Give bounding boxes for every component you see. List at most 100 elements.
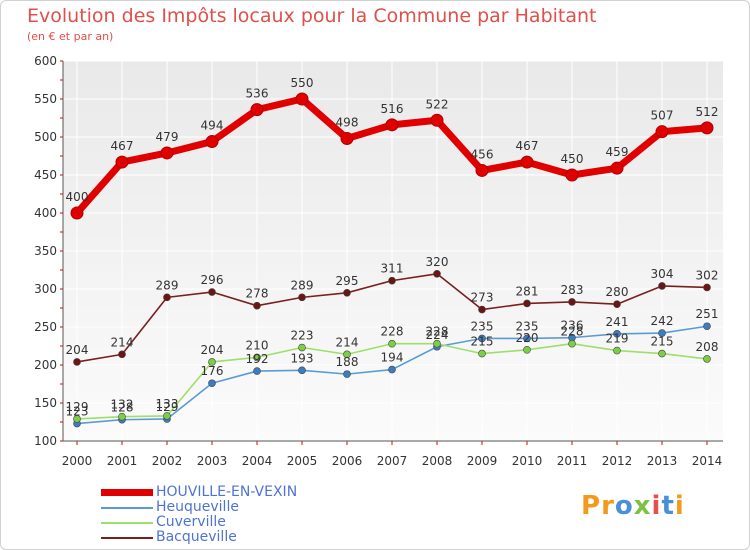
data-label-houville-en-vexin: 498: [336, 116, 359, 130]
data-label-bacqueville: 289: [291, 278, 314, 292]
data-label-bacqueville: 278: [246, 287, 269, 301]
data-label-heuqueville: 251: [696, 307, 719, 321]
data-label-cuverville: 228: [381, 325, 404, 339]
data-label-heuqueville: 194: [381, 351, 404, 365]
legend-swatch: [101, 537, 153, 539]
x-tick-label: 2012: [602, 454, 633, 468]
data-point-bacqueville: [208, 288, 216, 296]
data-point-heuqueville: [613, 330, 621, 338]
x-tick-label: 2001: [107, 454, 138, 468]
data-point-cuverville: [478, 349, 486, 358]
data-label-bacqueville: 311: [381, 262, 404, 276]
data-label-bacqueville: 289: [156, 278, 179, 292]
y-tick-label: 250: [34, 320, 57, 334]
legend-label: Heuqueville: [156, 499, 239, 515]
data-point-bacqueville: [658, 282, 666, 290]
logo-letter: o: [614, 491, 634, 521]
data-point-cuverville: [523, 345, 531, 354]
data-label-cuverville: 129: [66, 400, 89, 414]
data-point-houville-en-vexin: [70, 206, 84, 220]
legend-swatch: [101, 489, 153, 496]
legend-label: Bacqueville: [156, 529, 237, 545]
data-label-heuqueville: 193: [291, 351, 314, 365]
data-label-houville-en-vexin: 536: [246, 87, 269, 101]
data-point-heuqueville: [388, 365, 396, 374]
data-point-bacqueville: [253, 301, 261, 310]
y-tick-label: 150: [34, 396, 57, 410]
data-point-cuverville: [118, 412, 126, 421]
x-tick-label: 2002: [152, 454, 183, 468]
data-label-heuqueville: 242: [651, 314, 674, 328]
data-point-bacqueville: [298, 293, 306, 302]
data-label-heuqueville: 128: [111, 401, 134, 415]
data-point-houville-en-vexin: [655, 125, 669, 139]
y-tick-label: 300: [34, 282, 57, 296]
data-point-bacqueville: [73, 358, 81, 366]
data-point-cuverville: [658, 349, 666, 358]
legend-swatch: [101, 522, 153, 524]
data-label-houville-en-vexin: 467: [516, 139, 539, 153]
data-label-cuverville: 228: [561, 325, 584, 339]
data-point-cuverville: [343, 350, 351, 359]
data-point-houville-en-vexin: [160, 146, 174, 160]
data-point-bacqueville: [433, 269, 441, 278]
legend-swatch: [101, 507, 153, 509]
data-label-bacqueville: 281: [516, 284, 539, 298]
logo-letter: r: [601, 491, 615, 521]
data-label-bacqueville: 273: [471, 291, 494, 305]
data-point-bacqueville: [118, 350, 126, 359]
chart-subtitle: (en € et par an): [27, 30, 114, 43]
data-label-heuqueville: 123: [66, 405, 89, 419]
data-label-heuqueville: 188: [336, 355, 359, 369]
y-tick-label: 100: [34, 434, 57, 448]
x-tick-label: 2010: [512, 454, 543, 468]
data-point-heuqueville: [478, 334, 486, 343]
data-point-heuqueville: [658, 329, 666, 337]
data-point-houville-en-vexin: [340, 132, 354, 146]
data-point-bacqueville: [343, 288, 351, 297]
y-tick-label: 400: [34, 206, 57, 220]
data-label-houville-en-vexin: 450: [561, 152, 584, 166]
data-point-houville-en-vexin: [475, 163, 489, 177]
y-tick-label: 200: [34, 358, 57, 372]
data-label-cuverville: 219: [606, 332, 629, 346]
data-label-cuverville: 210: [246, 338, 269, 352]
data-label-bacqueville: 280: [606, 285, 629, 299]
data-point-cuverville: [388, 339, 396, 348]
data-label-cuverville: 133: [156, 397, 179, 411]
legend-item: HOUVILLE-EN-VEXIN: [101, 484, 361, 500]
data-label-houville-en-vexin: 550: [291, 76, 314, 90]
data-label-bacqueville: 296: [201, 273, 224, 287]
proxiti-logo: Proxiti: [581, 491, 685, 521]
data-point-bacqueville: [568, 298, 576, 306]
data-label-houville-en-vexin: 507: [651, 109, 674, 123]
y-tick-label: 500: [34, 130, 57, 144]
data-point-bacqueville: [703, 283, 711, 292]
data-point-houville-en-vexin: [565, 168, 579, 182]
data-label-cuverville: 228: [426, 325, 449, 339]
x-tick-label: 2003: [197, 454, 228, 468]
chart-title: Evolution des Impôts locaux pour la Comm…: [27, 5, 597, 27]
data-label-heuqueville: 224: [426, 328, 449, 342]
data-label-houville-en-vexin: 522: [426, 97, 449, 111]
data-label-bacqueville: 214: [111, 335, 134, 349]
data-point-houville-en-vexin: [250, 103, 264, 117]
x-tick-label: 2006: [332, 454, 363, 468]
data-label-heuqueville: 235: [516, 319, 539, 333]
x-tick-label: 2011: [557, 454, 588, 468]
data-label-cuverville: 204: [201, 343, 224, 357]
logo-letter: i: [674, 491, 685, 521]
data-point-heuqueville: [523, 334, 531, 343]
data-point-cuverville: [298, 343, 306, 352]
logo-letter: t: [661, 491, 675, 521]
data-point-cuverville: [253, 353, 261, 362]
data-point-houville-en-vexin: [385, 118, 399, 132]
legend-item: Cuverville: [101, 514, 361, 530]
data-label-cuverville: 215: [651, 335, 674, 349]
x-tick-label: 2007: [377, 454, 408, 468]
data-label-heuqueville: 241: [606, 315, 629, 329]
data-label-cuverville: 220: [516, 331, 539, 345]
data-point-cuverville: [568, 339, 576, 348]
